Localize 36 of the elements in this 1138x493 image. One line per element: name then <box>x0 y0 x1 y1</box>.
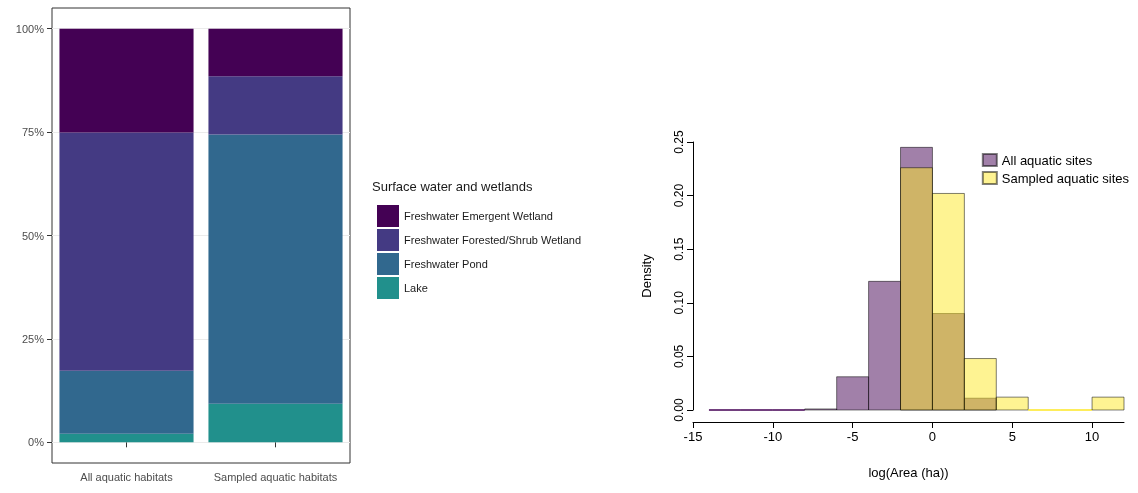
y-tick-label: 0% <box>28 436 45 449</box>
y-tick-label: 75% <box>21 126 45 139</box>
bar <box>208 134 343 404</box>
x-axis-title: log(Area (ha)) <box>868 465 949 480</box>
x-tick-label: -10 <box>763 429 783 444</box>
x-tick-label: -15 <box>683 429 703 444</box>
y-tick-label: 50% <box>21 229 45 242</box>
bar <box>208 403 343 443</box>
y-tick-label: 0.10 <box>672 290 686 315</box>
x-tick-label: -5 <box>846 429 859 444</box>
y-axis-title: Density <box>639 253 654 298</box>
y-tick-label: 0.15 <box>672 237 686 261</box>
y-tick-label: 100% <box>15 22 45 35</box>
x-tick-label: All aquatic habitats <box>80 470 174 483</box>
legend-label: Lake <box>404 282 428 294</box>
bar <box>208 28 343 77</box>
x-tick-label: 0 <box>928 429 937 444</box>
bar <box>59 370 194 434</box>
legend-label: Sampled aquatic sites <box>1001 170 1130 186</box>
x-tick-label: 5 <box>1008 429 1016 444</box>
y-tick-label: 0.25 <box>672 130 686 154</box>
y-tick-label: 0.00 <box>672 398 686 422</box>
legend-label: Freshwater Emergent Wetland <box>404 210 553 222</box>
y-tick-label: 0.20 <box>672 183 686 208</box>
x-tick-label: Sampled aquatic habitats <box>213 470 338 483</box>
y-tick-label: 25% <box>21 332 45 345</box>
legend-title: Surface water and wetlands <box>372 179 533 194</box>
legend-label: Freshwater Forested/Shrub Wetland <box>404 234 582 246</box>
legend-label: All aquatic sites <box>1001 152 1093 168</box>
bar <box>208 76 343 135</box>
legend-label: Freshwater Pond <box>404 258 488 270</box>
x-tick-label: 10 <box>1084 429 1100 444</box>
y-tick-label: 0.05 <box>672 344 686 369</box>
bar <box>59 433 194 443</box>
bar <box>59 132 194 371</box>
bar <box>59 28 194 133</box>
